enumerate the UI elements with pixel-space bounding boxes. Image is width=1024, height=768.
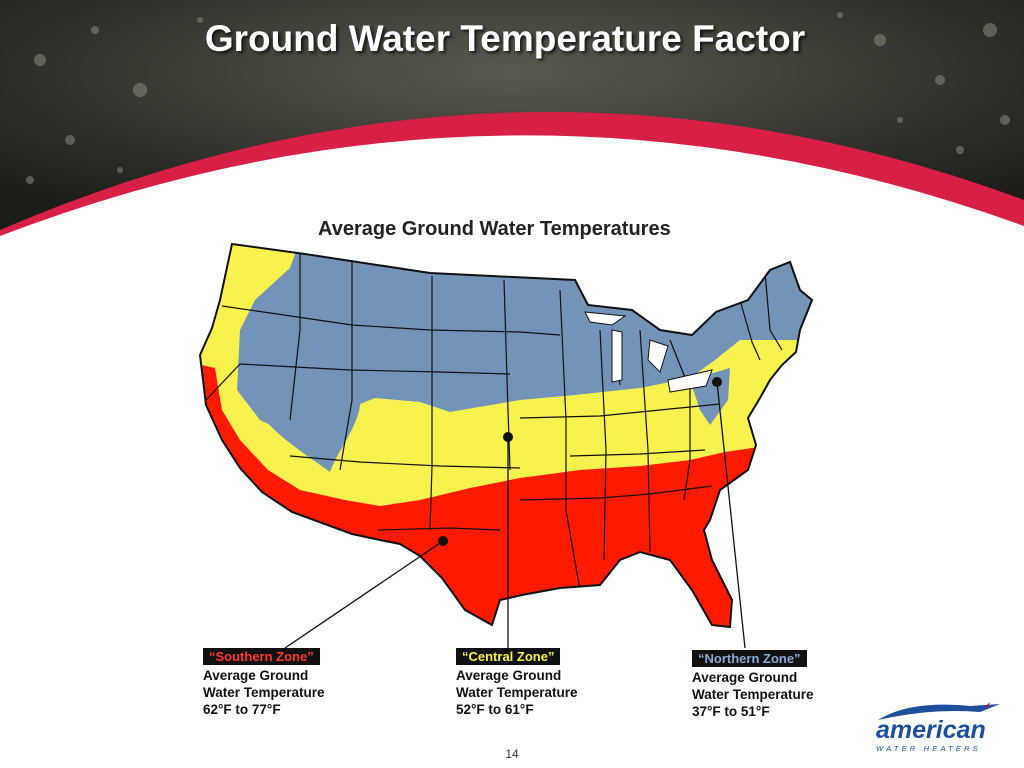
eagle-swoosh-icon [878, 702, 1000, 720]
southern-zone-legend: “Southern Zone” Average Ground Water Tem… [203, 648, 325, 718]
logo-subtitle: WATER HEATERS [876, 744, 981, 753]
central-zone-marker [503, 432, 513, 442]
central-zone-range: 52°F to 61°F [456, 702, 534, 717]
central-zone-line1: Average Ground [456, 668, 562, 683]
northern-zone-marker [712, 377, 722, 387]
southern-zone-line2: Water Temperature [203, 685, 325, 700]
northern-zone-line2: Water Temperature [692, 687, 814, 702]
southern-zone-tag: “Southern Zone” [203, 648, 320, 665]
zone-pointer-lines [284, 381, 746, 649]
northern-zone-tag: “Northern Zone” [692, 650, 807, 667]
northern-zone-range: 37°F to 51°F [692, 704, 770, 719]
state-lines [205, 254, 783, 591]
southern-zone-range: 62°F to 77°F [203, 702, 281, 717]
map-title: Average Ground Water Temperatures [318, 218, 671, 240]
water-droplets-decoration [26, 12, 1010, 184]
central-zone-tag: “Central Zone” [456, 648, 561, 665]
page-number: 14 [505, 747, 519, 761]
southern-zone-line1: Average Ground [203, 668, 309, 683]
northern-zone-pocket [248, 298, 361, 472]
central-zone-legend: “Central Zone” Average Ground Water Temp… [456, 648, 578, 718]
northern-zone-legend: “Northern Zone” Average Ground Water Tem… [692, 650, 814, 720]
american-water-heaters-logo: american WATER HEATERS [870, 700, 1010, 755]
slide-title: Ground Water Temperature Factor [204, 18, 806, 59]
central-zone-line2: Water Temperature [456, 685, 578, 700]
great-lakes [584, 311, 713, 393]
header-background [0, 0, 1024, 240]
logo-wordmark: american [876, 716, 986, 744]
northern-zone-line1: Average Ground [692, 670, 798, 685]
southern-zone-marker [438, 536, 448, 546]
